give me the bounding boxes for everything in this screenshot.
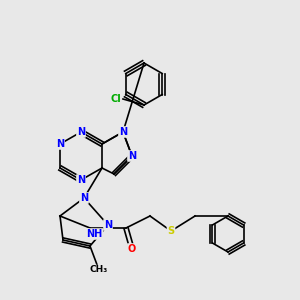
Text: N: N: [80, 193, 88, 203]
Text: NH: NH: [86, 229, 103, 239]
Text: N: N: [56, 139, 64, 149]
Text: N: N: [77, 127, 85, 137]
Text: Cl: Cl: [110, 94, 121, 104]
Text: S: S: [167, 226, 175, 236]
Text: CH₃: CH₃: [90, 266, 108, 274]
Text: N: N: [128, 151, 136, 161]
Text: O: O: [128, 244, 136, 254]
Text: N: N: [77, 175, 85, 185]
Text: N: N: [104, 220, 112, 230]
Text: N: N: [119, 127, 127, 137]
